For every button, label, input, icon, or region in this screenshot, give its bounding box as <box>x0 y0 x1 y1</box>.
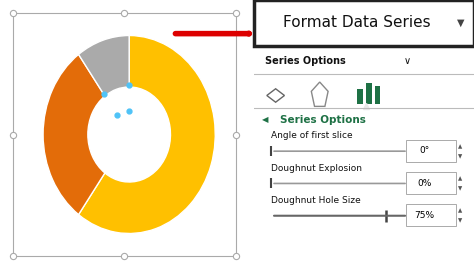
Text: ▼: ▼ <box>457 18 465 28</box>
Text: Format Data Series: Format Data Series <box>283 15 431 30</box>
FancyBboxPatch shape <box>406 204 456 226</box>
Wedge shape <box>43 54 105 215</box>
FancyBboxPatch shape <box>406 172 456 194</box>
Wedge shape <box>79 36 129 96</box>
FancyBboxPatch shape <box>366 83 372 104</box>
Text: Series Options: Series Options <box>280 115 366 125</box>
Text: ▲: ▲ <box>457 144 462 149</box>
Text: 0°: 0° <box>419 146 429 155</box>
Text: ▲: ▲ <box>457 176 462 181</box>
Text: ∨: ∨ <box>403 55 410 66</box>
Text: Doughnut Explosion: Doughnut Explosion <box>271 164 362 173</box>
Text: ▲: ▲ <box>457 209 462 214</box>
Wedge shape <box>79 36 215 233</box>
Text: ▼: ▼ <box>457 154 462 159</box>
Text: Series Options: Series Options <box>264 55 346 66</box>
FancyBboxPatch shape <box>375 86 380 104</box>
Text: Doughnut Hole Size: Doughnut Hole Size <box>271 196 361 205</box>
FancyBboxPatch shape <box>406 140 456 162</box>
Text: Angle of first slice: Angle of first slice <box>271 131 353 140</box>
FancyBboxPatch shape <box>254 0 474 46</box>
Text: ▼: ▼ <box>457 186 462 191</box>
Text: ▼: ▼ <box>457 219 462 224</box>
Text: 75%: 75% <box>414 211 435 220</box>
Text: 0%: 0% <box>417 179 432 188</box>
Text: ◀: ◀ <box>263 115 269 124</box>
FancyBboxPatch shape <box>357 89 363 104</box>
